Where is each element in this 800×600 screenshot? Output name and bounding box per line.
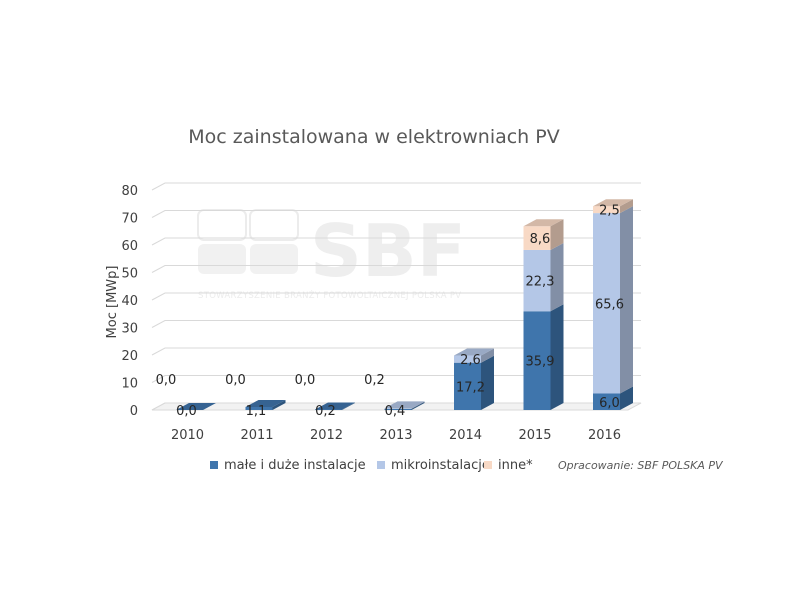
legend-swatch <box>377 461 385 469</box>
bar-segment-front <box>454 355 481 363</box>
y-tick-label: 20 <box>121 349 138 364</box>
y-tick-label: 0 <box>130 404 138 419</box>
y-axis-ticks: 0 10 20 30 40 50 60 70 80 <box>121 184 138 419</box>
bar-segment-side <box>550 219 564 250</box>
data-label: 0,0 <box>176 404 197 419</box>
bar-top <box>176 403 216 410</box>
bar-segment-side <box>411 401 425 409</box>
bar-segment-front <box>384 408 412 409</box>
legend-swatch <box>484 461 492 469</box>
bar-segment-front <box>523 226 551 250</box>
bar-segment-side <box>550 304 564 410</box>
gridline <box>151 210 641 218</box>
y-tick-label: 70 <box>121 212 138 227</box>
bar-segment-front <box>315 409 342 410</box>
gridline <box>151 182 641 191</box>
legend-label: mikroinstalacje <box>391 458 490 473</box>
legend-label: inne* <box>498 458 533 473</box>
gridline <box>151 347 641 356</box>
data-labels: 0,0 0,0 1,1 0,0 0,2 0,0 0,4 0,2 17,2 2,6 35,9 22,3 8… <box>156 204 624 419</box>
x-tick-label: 2014 <box>449 428 482 443</box>
bar-top <box>523 219 564 227</box>
bar-segment-front <box>523 311 551 410</box>
sbf-watermark: SBF STOWARZYSZENIE BRANŻY FOTOWOLTAICZNE… <box>197 209 466 301</box>
bar-segment-front <box>593 393 620 410</box>
bar-top <box>245 399 286 407</box>
chart-title: Moc zainstalowana w elektrowniach PV <box>188 126 559 148</box>
data-label: 6,0 <box>599 396 620 411</box>
watermark-logo-text: SBF <box>310 209 466 293</box>
data-label: 17,2 <box>456 380 485 395</box>
gridline <box>151 292 641 301</box>
y-tick-label: 60 <box>121 239 138 254</box>
bar-top <box>315 402 355 410</box>
data-label: 22,3 <box>526 275 555 290</box>
gridline <box>151 237 641 246</box>
watermark-logo-block <box>197 209 247 241</box>
bar-segment-front <box>384 408 412 410</box>
y-tick-label: 80 <box>121 184 138 199</box>
data-label: 0,2 <box>364 373 385 388</box>
x-tick-label: 2016 <box>588 428 621 443</box>
gridline <box>151 265 641 273</box>
bar-segment-front <box>523 249 551 312</box>
data-label: 0,2 <box>315 404 336 419</box>
x-tick-label: 2011 <box>240 428 273 443</box>
bar-segment-front <box>593 206 620 214</box>
data-label: 0,0 <box>225 373 246 388</box>
data-label: 2,6 <box>460 353 481 368</box>
y-tick-label: 50 <box>121 267 138 282</box>
gridlines <box>151 182 641 411</box>
bar-top <box>454 348 494 356</box>
bar-segment-side <box>411 401 425 410</box>
y-axis-label: Moc [MWp] <box>105 266 120 339</box>
bar-segment-side <box>620 206 633 394</box>
legend-label: małe i duże instalacje <box>224 458 366 473</box>
bar-segment-side <box>550 242 564 312</box>
y-tick-label: 10 <box>121 377 138 392</box>
bars <box>176 199 633 410</box>
data-label: 0,0 <box>156 373 177 388</box>
x-tick-label: 2012 <box>310 428 343 443</box>
y-tick-label: 40 <box>121 294 138 309</box>
bar-segment-side <box>481 348 494 363</box>
bar-segment-front <box>593 213 620 394</box>
watermark-logo-block <box>198 244 246 274</box>
watermark-subtitle: STOWARZYSZENIE BRANŻY FOTOWOLTAICZNEJ PO… <box>198 290 461 301</box>
data-label: 8,6 <box>530 232 551 247</box>
x-tick-label: 2015 <box>518 428 551 443</box>
bar-segment-front <box>454 362 481 410</box>
watermark-logo-block <box>249 209 299 241</box>
bar-segment-side <box>481 355 494 410</box>
data-label: 35,9 <box>526 355 555 370</box>
data-label: 0,4 <box>385 404 406 419</box>
legend-swatch <box>210 461 218 469</box>
x-axis-ticks: 2010 2011 2012 2013 2014 2015 2016 <box>171 428 621 443</box>
gridline <box>151 320 641 328</box>
bar-segment-side <box>272 399 286 410</box>
data-label: 1,1 <box>246 404 267 419</box>
x-tick-label: 2013 <box>379 428 412 443</box>
bar-top <box>384 401 425 409</box>
bar-segment-side <box>620 386 633 410</box>
watermark-logo-block <box>250 244 298 274</box>
data-label: 65,6 <box>595 297 624 312</box>
legend: małe i duże instalacje mikroinstalacje inn… <box>210 458 533 473</box>
data-label: 0,0 <box>295 373 316 388</box>
credit-note: Opracowanie: SBF POLSKA PV <box>558 459 724 472</box>
bar-segment-side <box>620 199 633 214</box>
bar-segment-front <box>245 406 273 410</box>
x-tick-label: 2010 <box>171 428 204 443</box>
y-tick-label: 30 <box>121 322 138 337</box>
bar-top <box>593 199 633 207</box>
bar-segment-side <box>342 402 355 410</box>
data-label: 2,5 <box>599 204 620 219</box>
